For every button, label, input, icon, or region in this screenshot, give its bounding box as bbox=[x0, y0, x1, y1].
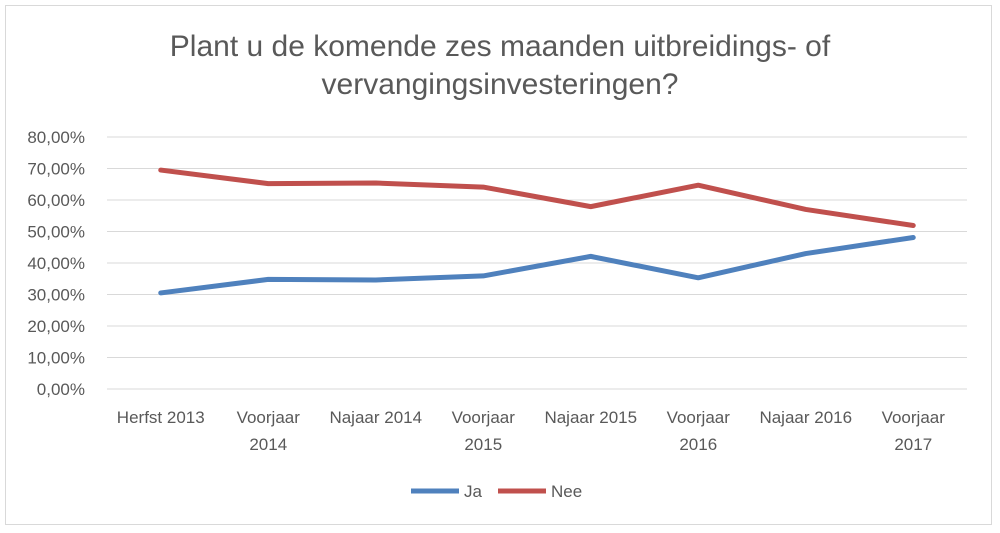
legend-label-nee: Nee bbox=[551, 482, 582, 501]
y-tick-label: 20,00% bbox=[27, 317, 85, 336]
y-tick-label: 80,00% bbox=[27, 128, 85, 147]
x-tick-label: 2017 bbox=[894, 435, 932, 454]
y-axis-tick-labels: 0,00% 10,00% 20,00% 30,00% 40,00% 50,00% 60,00… bbox=[27, 128, 85, 399]
x-tick-label: 2014 bbox=[249, 435, 287, 454]
x-tick-label: Voorjaar bbox=[667, 408, 731, 427]
x-tick-label: Voorjaar bbox=[882, 408, 946, 427]
chart-title: Plant u de komende zes maanden uitbreidi… bbox=[0, 28, 1000, 104]
x-tick-label: Najaar 2015 bbox=[544, 408, 637, 427]
gridlines bbox=[107, 136, 967, 390]
x-tick-label: Voorjaar bbox=[237, 408, 301, 427]
legend: Ja Nee bbox=[411, 482, 582, 501]
y-tick-label: 40,00% bbox=[27, 254, 85, 273]
series-line-ja bbox=[158, 234, 916, 296]
chart-frame bbox=[5, 5, 992, 525]
x-tick-label: Najaar 2016 bbox=[759, 408, 852, 427]
chart-title-line-1: Plant u de komende zes maanden uitbreidi… bbox=[169, 30, 831, 63]
series-line-nee bbox=[158, 167, 916, 229]
y-tick-label: 10,00% bbox=[27, 349, 85, 368]
x-tick-label: Voorjaar bbox=[452, 408, 516, 427]
y-tick-label: 50,00% bbox=[27, 223, 85, 242]
y-tick-label: 60,00% bbox=[27, 191, 85, 210]
x-axis-tick-labels: Herfst 2013 Voorjaar 2014 Najaar 2014 Voorja… bbox=[117, 408, 945, 454]
x-tick-label: Herfst 2013 bbox=[117, 408, 205, 427]
chart-title-line-2: vervangingsinvesteringen? bbox=[321, 68, 679, 101]
x-tick-label: 2015 bbox=[464, 435, 502, 454]
x-tick-label: 2016 bbox=[679, 435, 717, 454]
x-tick-label: Najaar 2014 bbox=[329, 408, 422, 427]
y-tick-label: 0,00% bbox=[37, 380, 85, 399]
y-tick-label: 70,00% bbox=[27, 160, 85, 179]
legend-label-ja: Ja bbox=[464, 482, 483, 501]
y-tick-label: 30,00% bbox=[27, 286, 85, 305]
series-lines bbox=[158, 167, 916, 296]
